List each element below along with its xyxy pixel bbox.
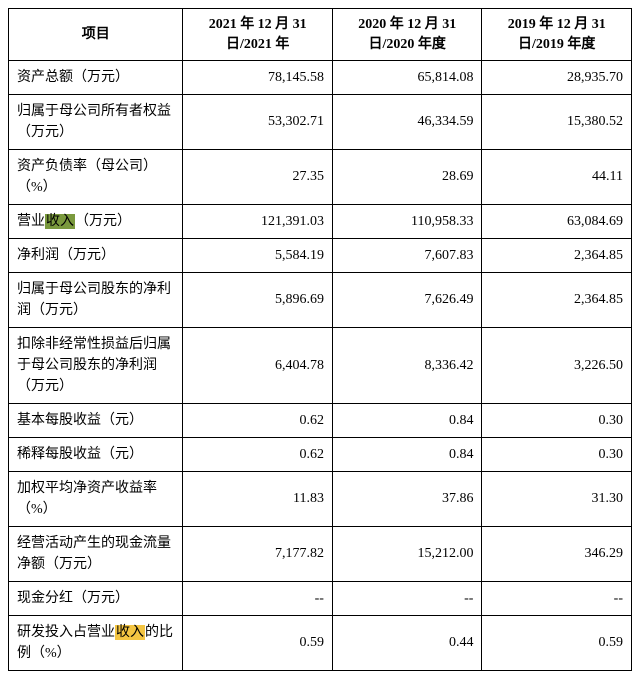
row-value: 0.59 (183, 616, 333, 671)
row-value: 0.84 (332, 404, 482, 438)
row-label: 资产总额（万元） (9, 61, 183, 95)
row-value: -- (332, 582, 482, 616)
row-value: -- (183, 582, 333, 616)
col-header-2020: 2020 年 12 月 31 日/2020 年度 (332, 9, 482, 61)
table-row: 资产负债率（母公司）（%）27.3528.6944.11 (9, 150, 632, 205)
row-value: 8,336.42 (332, 328, 482, 404)
row-label-pre: 研发投入占营业 (17, 625, 115, 640)
row-label: 经营活动产生的现金流量净额（万元） (9, 527, 183, 582)
row-value: 44.11 (482, 150, 632, 205)
col-header-item: 项目 (9, 9, 183, 61)
row-value: 6,404.78 (183, 328, 333, 404)
row-value: 0.30 (482, 404, 632, 438)
table-row: 现金分红（万元）------ (9, 582, 632, 616)
row-value: 15,212.00 (332, 527, 482, 582)
row-label: 稀释每股收益（元） (9, 438, 183, 472)
row-value: 121,391.03 (183, 205, 333, 239)
row-label: 资产负债率（母公司）（%） (9, 150, 183, 205)
table-row: 资产总额（万元）78,145.5865,814.0828,935.70 (9, 61, 632, 95)
row-value: 37.86 (332, 472, 482, 527)
row-value: 5,584.19 (183, 239, 333, 273)
row-value: 110,958.33 (332, 205, 482, 239)
row-label: 归属于母公司所有者权益（万元） (9, 95, 183, 150)
row-value: -- (482, 582, 632, 616)
table-row: 加权平均净资产收益率（%）11.8337.8631.30 (9, 472, 632, 527)
financial-table: 项目 2021 年 12 月 31 日/2021 年 2020 年 12 月 3… (8, 8, 632, 671)
row-label: 归属于母公司股东的净利润（万元） (9, 273, 183, 328)
row-value: 0.30 (482, 438, 632, 472)
row-value: 15,380.52 (482, 95, 632, 150)
row-value: 0.59 (482, 616, 632, 671)
row-value: 0.84 (332, 438, 482, 472)
row-label-post: （万元） (75, 214, 131, 229)
table-row: 营业收入（万元）121,391.03110,958.3363,084.69 (9, 205, 632, 239)
row-label: 研发投入占营业收入的比例（%） (9, 616, 183, 671)
table-row: 基本每股收益（元）0.620.840.30 (9, 404, 632, 438)
table-row: 稀释每股收益（元）0.620.840.30 (9, 438, 632, 472)
row-value: 0.62 (183, 438, 333, 472)
row-value: 65,814.08 (332, 61, 482, 95)
row-value: 2,364.85 (482, 239, 632, 273)
row-value: 28.69 (332, 150, 482, 205)
row-value: 53,302.71 (183, 95, 333, 150)
row-label: 现金分红（万元） (9, 582, 183, 616)
table-row: 净利润（万元）5,584.197,607.832,364.85 (9, 239, 632, 273)
table-row: 归属于母公司股东的净利润（万元）5,896.697,626.492,364.85 (9, 273, 632, 328)
row-label: 净利润（万元） (9, 239, 183, 273)
row-value: 0.44 (332, 616, 482, 671)
row-value: 31.30 (482, 472, 632, 527)
row-value: 346.29 (482, 527, 632, 582)
col-header-2019: 2019 年 12 月 31 日/2019 年度 (482, 9, 632, 61)
table-row: 研发投入占营业收入的比例（%）0.590.440.59 (9, 616, 632, 671)
row-value: 7,626.49 (332, 273, 482, 328)
row-label-pre: 营业 (17, 214, 45, 229)
table-row: 归属于母公司所有者权益（万元）53,302.7146,334.5915,380.… (9, 95, 632, 150)
row-value: 63,084.69 (482, 205, 632, 239)
row-value: 11.83 (183, 472, 333, 527)
table-row: 扣除非经常性损益后归属于母公司股东的净利润（万元）6,404.788,336.4… (9, 328, 632, 404)
row-value: 7,177.82 (183, 527, 333, 582)
table-header-row: 项目 2021 年 12 月 31 日/2021 年 2020 年 12 月 3… (9, 9, 632, 61)
row-value: 2,364.85 (482, 273, 632, 328)
row-value: 28,935.70 (482, 61, 632, 95)
row-value: 0.62 (183, 404, 333, 438)
row-label: 基本每股收益（元） (9, 404, 183, 438)
highlight-text: 收入 (115, 625, 145, 640)
row-value: 5,896.69 (183, 273, 333, 328)
row-value: 46,334.59 (332, 95, 482, 150)
row-label: 扣除非经常性损益后归属于母公司股东的净利润（万元） (9, 328, 183, 404)
table-row: 经营活动产生的现金流量净额（万元）7,177.8215,212.00346.29 (9, 527, 632, 582)
row-value: 27.35 (183, 150, 333, 205)
highlight-text: 收入 (45, 214, 75, 229)
row-label: 营业收入（万元） (9, 205, 183, 239)
row-value: 3,226.50 (482, 328, 632, 404)
row-value: 78,145.58 (183, 61, 333, 95)
col-header-2021: 2021 年 12 月 31 日/2021 年 (183, 9, 333, 61)
row-value: 7,607.83 (332, 239, 482, 273)
row-label: 加权平均净资产收益率（%） (9, 472, 183, 527)
